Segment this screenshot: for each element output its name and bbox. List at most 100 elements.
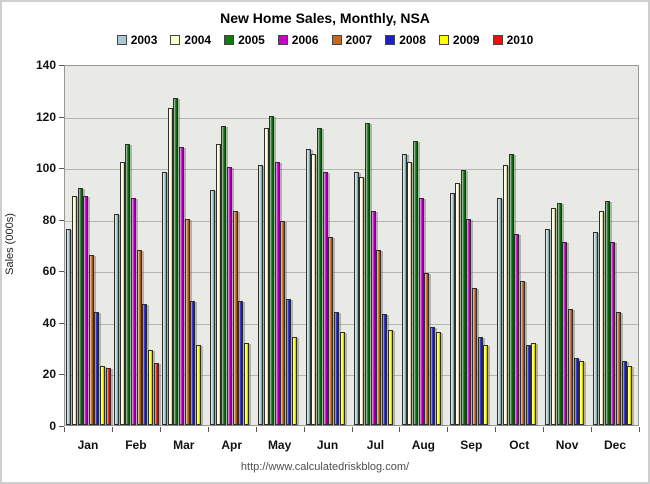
bar-2005-mar [173,97,179,425]
bar-2007-mar [184,218,190,425]
bar-2007-jul [376,249,382,425]
bar-2009-feb [148,350,154,425]
legend-swatch-icon [438,35,449,45]
bar-2004-may [263,128,269,425]
bar-2007-sep [472,288,478,425]
bar-2004-jul [359,177,365,425]
legend-swatch-icon [170,35,181,45]
y-axis-tick [59,116,64,118]
y-tick-label: 120 [35,109,56,124]
bar-2006-jan [83,195,89,425]
legend-item-2005: 2005 [224,33,265,47]
x-tick-label-oct: Oct [509,438,530,452]
legend-item-2004: 2004 [170,33,211,47]
x-axis-tick [447,427,448,432]
y-tick-label: 140 [35,58,56,72]
x-tick-label-may: May [267,438,292,452]
plot-area [64,65,639,426]
x-axis-tick [591,427,592,432]
bar-2003-nov [545,229,551,425]
bar-2007-feb [136,249,142,425]
bar-2008-oct [525,345,531,425]
bar-2006-aug [418,198,424,425]
y-axis-tick [59,374,64,376]
bar-2004-aug [407,162,413,425]
gridline-80 [65,220,638,222]
bar-2004-apr [215,143,221,425]
bar-2003-apr [209,190,215,425]
x-tick-label-aug: Aug [411,438,436,452]
bar-2009-sep [483,345,489,425]
bar-2005-jul [365,123,370,425]
legend-swatch-icon [224,35,235,45]
legend-label: 2009 [452,33,480,47]
y-tick-label: 100 [35,161,56,176]
bar-2008-may [286,298,292,425]
bar-2006-may [274,162,280,425]
bar-2003-jan [66,229,72,425]
bar-2008-aug [429,327,435,425]
gridline-100 [65,169,638,171]
legend-item-2007: 2007 [331,33,372,47]
legend-label: 2004 [184,33,212,47]
x-axis-tick [399,427,400,432]
bar-2006-nov [562,241,568,425]
bar-2008-mar [190,301,196,425]
x-tick-label-apr: Apr [221,438,243,452]
legend: 2003 2004 2005 2006 2007 2008 2009 2010 [2,33,648,47]
bar-2008-feb [142,303,148,425]
bar-2009-aug [435,332,441,425]
bar-2010-feb [153,363,159,425]
bar-2009-may [291,337,297,425]
legend-item-2003: 2003 [116,33,158,47]
bar-2007-nov [567,308,573,425]
bar-2005-may [269,115,275,425]
bar-2003-aug [401,154,407,425]
gridline-60 [65,272,638,274]
bar-2008-jun [334,311,340,425]
x-tick-label-dec: Dec [604,438,627,452]
y-axis-tick [59,65,64,66]
bar-2009-dec [627,365,633,425]
bar-2003-dec [593,231,599,425]
gridline-40 [65,323,638,325]
bar-2007-may [280,221,286,425]
bar-2009-oct [531,342,537,425]
x-axis-tick [543,427,544,432]
x-axis-tick [639,427,640,432]
x-tick-label-jul: Jul [366,438,385,452]
bar-2005-oct [508,154,514,425]
bar-2004-feb [119,162,125,425]
x-tick-label-jan: Jan [77,438,99,452]
bar-2009-apr [243,342,249,425]
bar-2003-may [257,164,263,425]
bar-2004-nov [551,208,557,425]
bar-2005-apr [221,125,227,425]
x-axis-tick [256,427,257,432]
y-axis-tick [59,168,64,170]
bar-2006-feb [131,198,137,425]
bar-2006-jun [322,172,328,425]
x-axis-tick [112,427,113,432]
bar-2007-aug [424,272,430,425]
bar-2004-oct [503,164,509,425]
x-tick-label-nov: Nov [555,438,579,452]
bar-2005-dec [604,200,610,425]
x-tick-label-sep: Sep [460,438,483,452]
legend-swatch-icon [331,35,342,45]
legend-item-2009: 2009 [438,33,480,47]
legend-label: 2003 [130,33,158,47]
bar-2007-apr [232,210,238,425]
bar-2005-sep [460,169,466,425]
legend-item-2006: 2006 [277,33,319,47]
bar-2006-jul [370,210,376,425]
bar-2005-jan [77,187,83,425]
legend-swatch-icon [492,35,503,45]
bar-2008-sep [477,337,483,425]
x-tick-label-jun: Jun [316,438,339,452]
bar-2010-jan [105,368,111,425]
bar-2003-jun [305,149,311,425]
bar-2009-nov [579,360,585,425]
y-axis-tick [59,426,64,427]
bar-2006-mar [178,146,184,425]
